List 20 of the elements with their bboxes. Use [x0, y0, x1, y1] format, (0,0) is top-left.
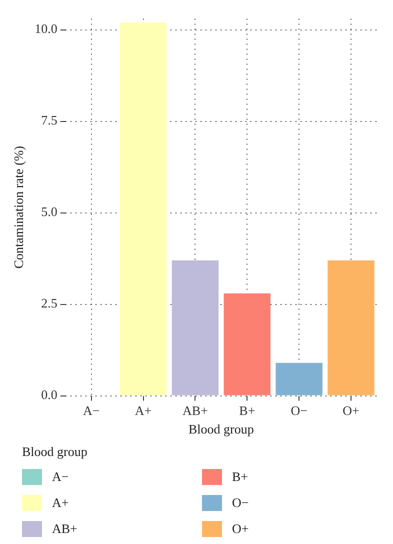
legend-label: O−	[232, 495, 249, 511]
y-tick-label: 5.0	[41, 204, 58, 220]
legend-label: B+	[232, 469, 248, 485]
y-axis-title: Contamination rate (%)	[11, 146, 26, 269]
x-tick-label: O−	[290, 403, 308, 418]
x-tick-label: AB+	[182, 403, 208, 418]
x-axis-title: Blood group	[188, 422, 254, 437]
legend-label: O+	[232, 521, 249, 537]
y-tick-label: 10.0	[34, 21, 58, 36]
x-tick-label: A+	[134, 403, 152, 418]
legend-label: AB+	[52, 521, 78, 537]
x-tick-label: A−	[82, 403, 100, 418]
legend-label: A−	[52, 469, 69, 485]
x-tick-label: O+	[342, 403, 360, 418]
legend-label: A+	[52, 495, 69, 511]
x-tick-label: B+	[239, 403, 256, 418]
y-tick-label: 7.5	[41, 112, 58, 128]
y-tick-label: 0.0	[41, 387, 58, 402]
legend-title: Blood group	[22, 444, 88, 460]
y-tick-label: 2.5	[41, 296, 58, 311]
